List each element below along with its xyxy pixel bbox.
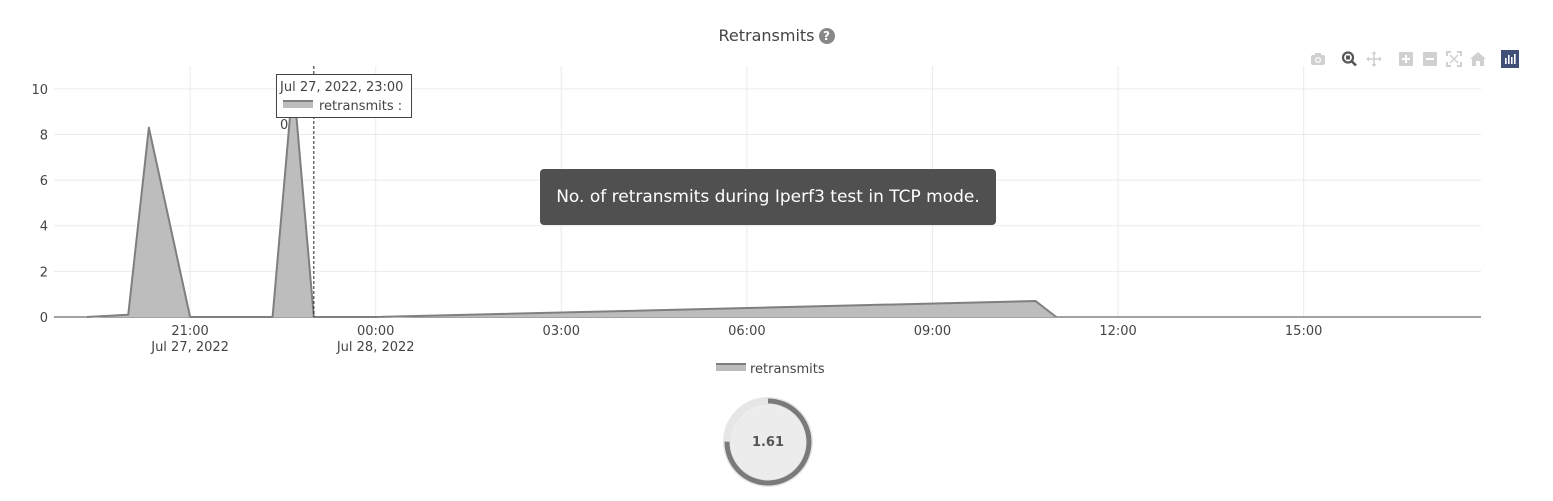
plotly-logo-icon[interactable] (1501, 50, 1519, 68)
x-tick-label: 00:00 (357, 324, 394, 339)
average-gauge: 1.61 (722, 396, 814, 488)
y-tick-label: 6 (40, 174, 48, 189)
camera-icon[interactable] (1309, 50, 1327, 68)
y-tick-label: 4 (40, 220, 48, 235)
legend-item-retransmits[interactable]: retransmits (716, 362, 825, 377)
hover-tooltip: Jul 27, 2022, 23:00 retransmits : 0 (276, 74, 412, 133)
x-tick-sublabel: Jul 27, 2022 (150, 340, 229, 355)
y-tick-label: 8 (40, 128, 48, 143)
x-tick-label: 21:00 (171, 324, 208, 339)
pan-icon[interactable] (1365, 50, 1383, 68)
gauge-ring (723, 397, 813, 487)
legend-swatch (716, 363, 746, 371)
description-tooltip: No. of retransmits during Iperf3 test in… (540, 169, 996, 225)
hover-tooltip-row: retransmits : 0 (280, 97, 411, 135)
home-icon[interactable] (1469, 50, 1487, 68)
series-line-retransmits[interactable] (86, 78, 1057, 318)
hover-tooltip-date: Jul 27, 2022, 23:00 (280, 80, 404, 95)
y-tick-label: 10 (31, 83, 48, 98)
description-tooltip-text: No. of retransmits during Iperf3 test in… (556, 187, 980, 207)
x-tick-label: 15:00 (1285, 324, 1322, 339)
gauge-fill (724, 398, 812, 486)
y-tick-label: 0 (40, 311, 48, 326)
autoscale-icon[interactable] (1445, 50, 1463, 68)
x-tick-label: 09:00 (914, 324, 951, 339)
x-tick-label: 03:00 (543, 324, 580, 339)
x-tick-sublabel: Jul 28, 2022 (336, 340, 415, 355)
gauge-value: 1.61 (751, 434, 785, 450)
x-tick-label: 12:00 (1099, 324, 1136, 339)
zoom-out-icon[interactable] (1421, 50, 1439, 68)
zoom-icon[interactable] (1340, 50, 1358, 68)
legend-label: retransmits (750, 362, 825, 377)
question-circle-icon[interactable]: ? (818, 28, 835, 44)
series-swatch (283, 100, 313, 108)
y-tick-label: 2 (40, 265, 48, 280)
gauge-center (731, 405, 805, 479)
x-tick-label: 06:00 (728, 324, 765, 339)
chart-title-text: Retransmits (718, 26, 815, 45)
zoom-in-icon[interactable] (1397, 50, 1415, 68)
modebar (1309, 50, 1529, 68)
chart-title: Retransmits? (0, 26, 1553, 45)
y-axis: 0 2 4 6 8 10 (31, 83, 48, 326)
hover-tooltip-value: retransmits : 0 (280, 99, 403, 133)
